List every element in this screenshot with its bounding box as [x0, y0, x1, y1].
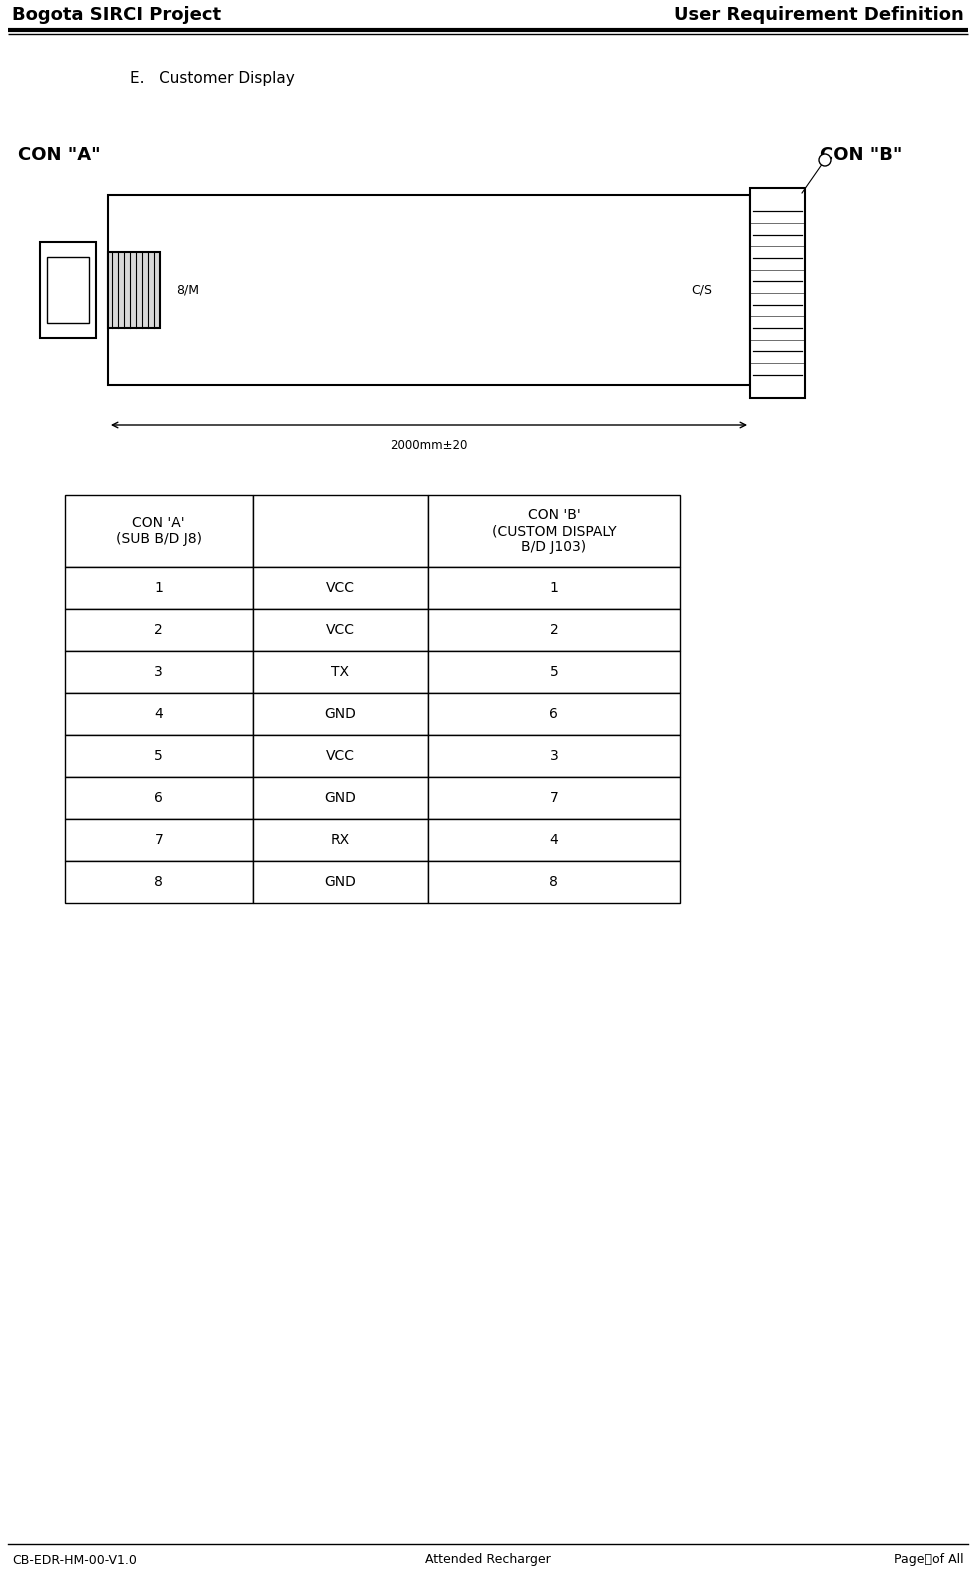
Text: 8: 8 [549, 875, 558, 889]
Bar [427, 820, 680, 860]
Text: 7: 7 [154, 834, 163, 846]
Text: VCC: VCC [326, 582, 354, 596]
Text: 2000mm±20: 2000mm±20 [390, 440, 468, 452]
Text: 2: 2 [549, 623, 558, 637]
Bar [427, 495, 680, 567]
Bar [427, 734, 680, 777]
Text: 4: 4 [549, 834, 558, 846]
Bar [65, 567, 253, 608]
Bar [108, 252, 160, 328]
Text: 4: 4 [154, 708, 163, 720]
Text: RX: RX [331, 834, 349, 846]
Bar [427, 651, 680, 693]
Bar [427, 693, 680, 734]
Text: 5: 5 [154, 749, 163, 763]
Text: CON "B": CON "B" [820, 147, 903, 164]
Bar [253, 608, 427, 651]
Bar [47, 257, 89, 323]
Text: CON 'B'
(CUSTOM DISPALY
B/D J103): CON 'B' (CUSTOM DISPALY B/D J103) [492, 507, 616, 555]
Bar [65, 693, 253, 734]
Text: CON 'A'
(SUB B/D J8): CON 'A' (SUB B/D J8) [116, 515, 202, 547]
Text: Attended Recharger: Attended Recharger [426, 1554, 550, 1567]
Text: GND: GND [324, 875, 356, 889]
Bar [65, 860, 253, 903]
Text: TX: TX [331, 665, 349, 679]
Text: VCC: VCC [326, 623, 354, 637]
Bar [253, 495, 427, 567]
Bar [427, 608, 680, 651]
Text: VCC: VCC [326, 749, 354, 763]
Bar [427, 860, 680, 903]
Text: CB-EDR-HM-00-V1.0: CB-EDR-HM-00-V1.0 [12, 1554, 137, 1567]
Bar [253, 777, 427, 820]
Bar [253, 693, 427, 734]
Bar [65, 734, 253, 777]
Bar [427, 567, 680, 608]
Text: User Requirement Definition: User Requirement Definition [674, 6, 964, 24]
Bar [253, 860, 427, 903]
Text: 8: 8 [154, 875, 163, 889]
Text: GND: GND [324, 791, 356, 805]
Text: 5: 5 [549, 665, 558, 679]
Bar [253, 651, 427, 693]
Text: 6: 6 [549, 708, 558, 720]
Bar [253, 567, 427, 608]
Text: C/S: C/S [692, 284, 712, 296]
Bar [253, 820, 427, 860]
Bar [65, 777, 253, 820]
Bar [65, 651, 253, 693]
Bar [40, 243, 96, 337]
Bar [253, 734, 427, 777]
Text: 7: 7 [549, 791, 558, 805]
Text: 1: 1 [549, 582, 558, 596]
Text: 6: 6 [154, 791, 163, 805]
Bar [108, 195, 750, 385]
Text: 2: 2 [154, 623, 163, 637]
Text: GND: GND [324, 708, 356, 720]
Text: E.   Customer Display: E. Customer Display [130, 71, 295, 85]
Text: 3: 3 [549, 749, 558, 763]
Text: 8/M: 8/M [177, 284, 199, 296]
Bar [750, 188, 805, 399]
Text: CON "A": CON "A" [18, 147, 101, 164]
Bar [65, 820, 253, 860]
Text: 1: 1 [154, 582, 163, 596]
Text: Page⓶of All: Page⓶of All [894, 1554, 964, 1567]
Text: 3: 3 [154, 665, 163, 679]
Bar [65, 608, 253, 651]
Text: Bogota SIRCI Project: Bogota SIRCI Project [12, 6, 222, 24]
Circle shape [819, 154, 831, 165]
Bar [65, 495, 253, 567]
Bar [427, 777, 680, 820]
